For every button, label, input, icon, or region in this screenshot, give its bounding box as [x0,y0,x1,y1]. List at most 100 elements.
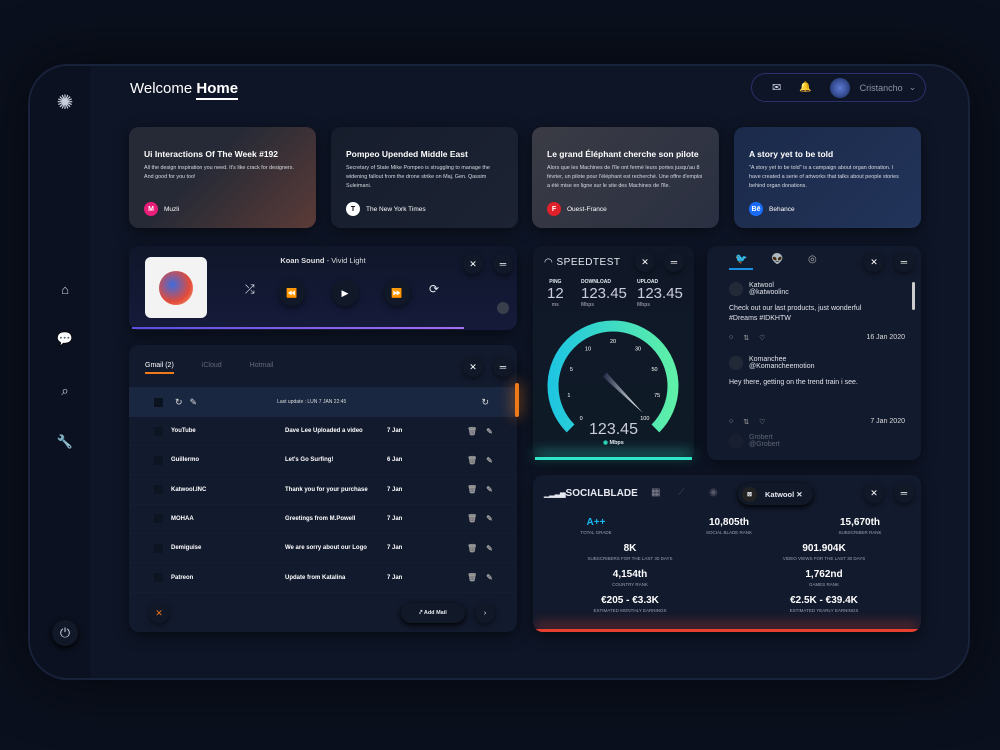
chevron-down-icon[interactable]: ⌄ [908,82,917,92]
reddit-tab[interactable]: 👽 [771,254,784,265]
user-name[interactable]: Cristancho [859,82,903,93]
source-name: Ouest-France [567,205,607,213]
track: Vivid Light [331,256,366,265]
row-checkbox[interactable] [154,455,163,465]
edit-icon[interactable]: ✎ [486,485,493,495]
tweet[interactable]: Komanchee @Komancheemotion Hey there, gett… [729,356,905,426]
forward-button[interactable]: ⏩ [384,280,410,306]
like-icon[interactable]: ♡ [759,335,766,342]
stat-label: TOTAL GRADE [580,530,612,535]
mail-date: 7 Jan [387,486,403,493]
row-checkbox[interactable] [154,426,163,436]
retweet-icon[interactable]: ⇅ [743,419,750,426]
scroll-indicator[interactable] [515,383,519,417]
edit-icon[interactable]: ✎ [486,543,493,553]
retweet-icon[interactable]: ⇅ [743,335,750,342]
table-row[interactable]: MOHAA Greetings from M.Powell 7 Jan 🗑 ✎ [129,505,517,534]
row-checkbox[interactable] [154,485,163,495]
add-mail-button[interactable]: ⤤ Add Mail [401,603,465,623]
trash-icon[interactable]: 🗑 [467,485,478,495]
menu-button[interactable]: ═ [894,252,914,272]
gauge-tick: 5 [570,367,573,373]
remove-icon[interactable]: ✕ [796,489,803,499]
trash-icon[interactable]: 🗑 [467,426,478,436]
edit-icon[interactable]: ✎ [486,426,493,436]
instagram-tab[interactable]: ◎ [808,254,817,265]
menu-button[interactable]: ═ [493,254,513,274]
bell-icon[interactable]: 🔔 [799,82,812,93]
stat-value: €2.5K - €39.4K [790,595,858,606]
table-row[interactable]: Patreon Update from Katalina 7 Jan 🗑 ✎ [129,564,517,593]
repeat-icon[interactable]: ⟳ [429,282,440,296]
menu-button[interactable]: ═ [894,483,914,503]
edit-icon[interactable]: ✎ [486,573,493,582]
progress-bar[interactable] [132,327,465,329]
like-icon[interactable]: ♡ [759,419,766,426]
reply-icon[interactable]: ○ [729,334,734,341]
row-checkbox[interactable] [154,573,163,582]
rewind-button[interactable]: ⏪ [279,280,305,306]
menu-button[interactable]: ═ [493,357,513,377]
close-button[interactable]: ✕ [463,254,483,274]
ping-label: PING [549,279,562,285]
tweet[interactable]: Grobert @Grobert [729,434,780,448]
chart-icon[interactable]: ⟋ [678,487,685,498]
channel-name: Katwool [765,489,795,499]
next-button[interactable]: › [475,603,495,623]
row-checkbox[interactable] [154,543,163,553]
table-row[interactable]: YouTube Dave Lee Uploaded a video 7 Jan 🗑 ✎ [129,417,517,446]
row-checkbox[interactable] [154,514,163,524]
select-all-checkbox[interactable] [154,397,163,407]
news-card[interactable]: A story yet to be told "A story yet to be… [734,127,921,228]
power-icon[interactable]: ⏻ [52,620,78,646]
chat-icon[interactable]: 💬 [56,331,74,346]
close-button[interactable]: ✕ [635,252,655,272]
news-card[interactable]: Ui Interactions Of The Week #192 All the … [129,127,316,228]
channel-chip[interactable]: ⊠ Katwool ✕ [738,483,813,505]
scrollbar[interactable] [912,282,915,310]
search-icon[interactable]: ⌕ [61,383,69,398]
ping-unit: ms [551,302,559,308]
avatar[interactable] [829,77,850,98]
edit-icon[interactable]: ✎ [486,514,493,524]
mail-widget: Gmail (2) iCloud Hotmail ✕ ═ ↻ ✎ Last up… [129,345,517,632]
reply-icon[interactable]: ○ [729,418,734,425]
mail-icon[interactable]: ✉ [772,82,782,94]
close-button[interactable]: ✕ [463,357,483,377]
home-icon[interactable]: ⌂ [61,281,69,297]
dashboard-icon[interactable]: ▦ [651,487,661,498]
close-button[interactable]: ✕ [864,483,884,503]
news-title: A story yet to be told [749,149,834,159]
close-button[interactable]: ✕ [864,252,884,272]
settings-icon[interactable]: ↻ [481,396,489,407]
menu-button[interactable]: ═ [664,252,684,272]
trash-icon[interactable]: 🗑 [467,543,478,553]
news-card[interactable]: Le grand Éléphant cherche son pilote Alor… [532,127,719,228]
trash-icon[interactable]: 🗑 [467,573,478,582]
mail-date: 7 Jan [387,574,403,581]
table-row[interactable]: Demiguise We are sorry about our Logo 7 Ja… [129,534,517,564]
tab-gmail[interactable]: Gmail (2) [145,362,174,374]
table-row[interactable]: Katwool.INC Thank you for your purchase 7 … [129,476,517,505]
tweet[interactable]: Katwool @katwoolinc Check out our last pro… [729,282,905,342]
edit-icon[interactable]: ✎ [486,455,493,465]
tab-hotmail[interactable]: Hotmail [249,362,274,369]
eye-icon[interactable]: ◉ [709,487,718,498]
tab-icloud[interactable]: iCloud [201,362,222,369]
play-button[interactable]: ▶ [332,280,358,306]
gauge-tick: 20 [610,339,616,345]
delete-button[interactable]: ✕ [149,603,169,623]
compose-icon[interactable]: ✎ [189,396,198,407]
table-row[interactable]: Guillermo Let's Go Surfing! 6 Jan 🗑 ✎ [129,446,517,476]
news-card[interactable]: Pompeo Upended Middle East Secretary of S… [331,127,518,228]
gauge-value: 123.45 [589,421,638,438]
news-source: T The New York Times [346,202,426,216]
twitter-tab[interactable]: 🐦 [729,254,754,270]
refresh-icon[interactable]: ↻ [175,396,183,407]
stat-value: 1,762nd [805,569,843,580]
trash-icon[interactable]: 🗑 [467,455,478,465]
source-name: The New York Times [366,205,426,213]
wrench-icon[interactable]: 🔧 [56,434,74,449]
trash-icon[interactable]: 🗑 [467,514,478,524]
shuffle-icon[interactable]: ⤮ [245,282,255,296]
